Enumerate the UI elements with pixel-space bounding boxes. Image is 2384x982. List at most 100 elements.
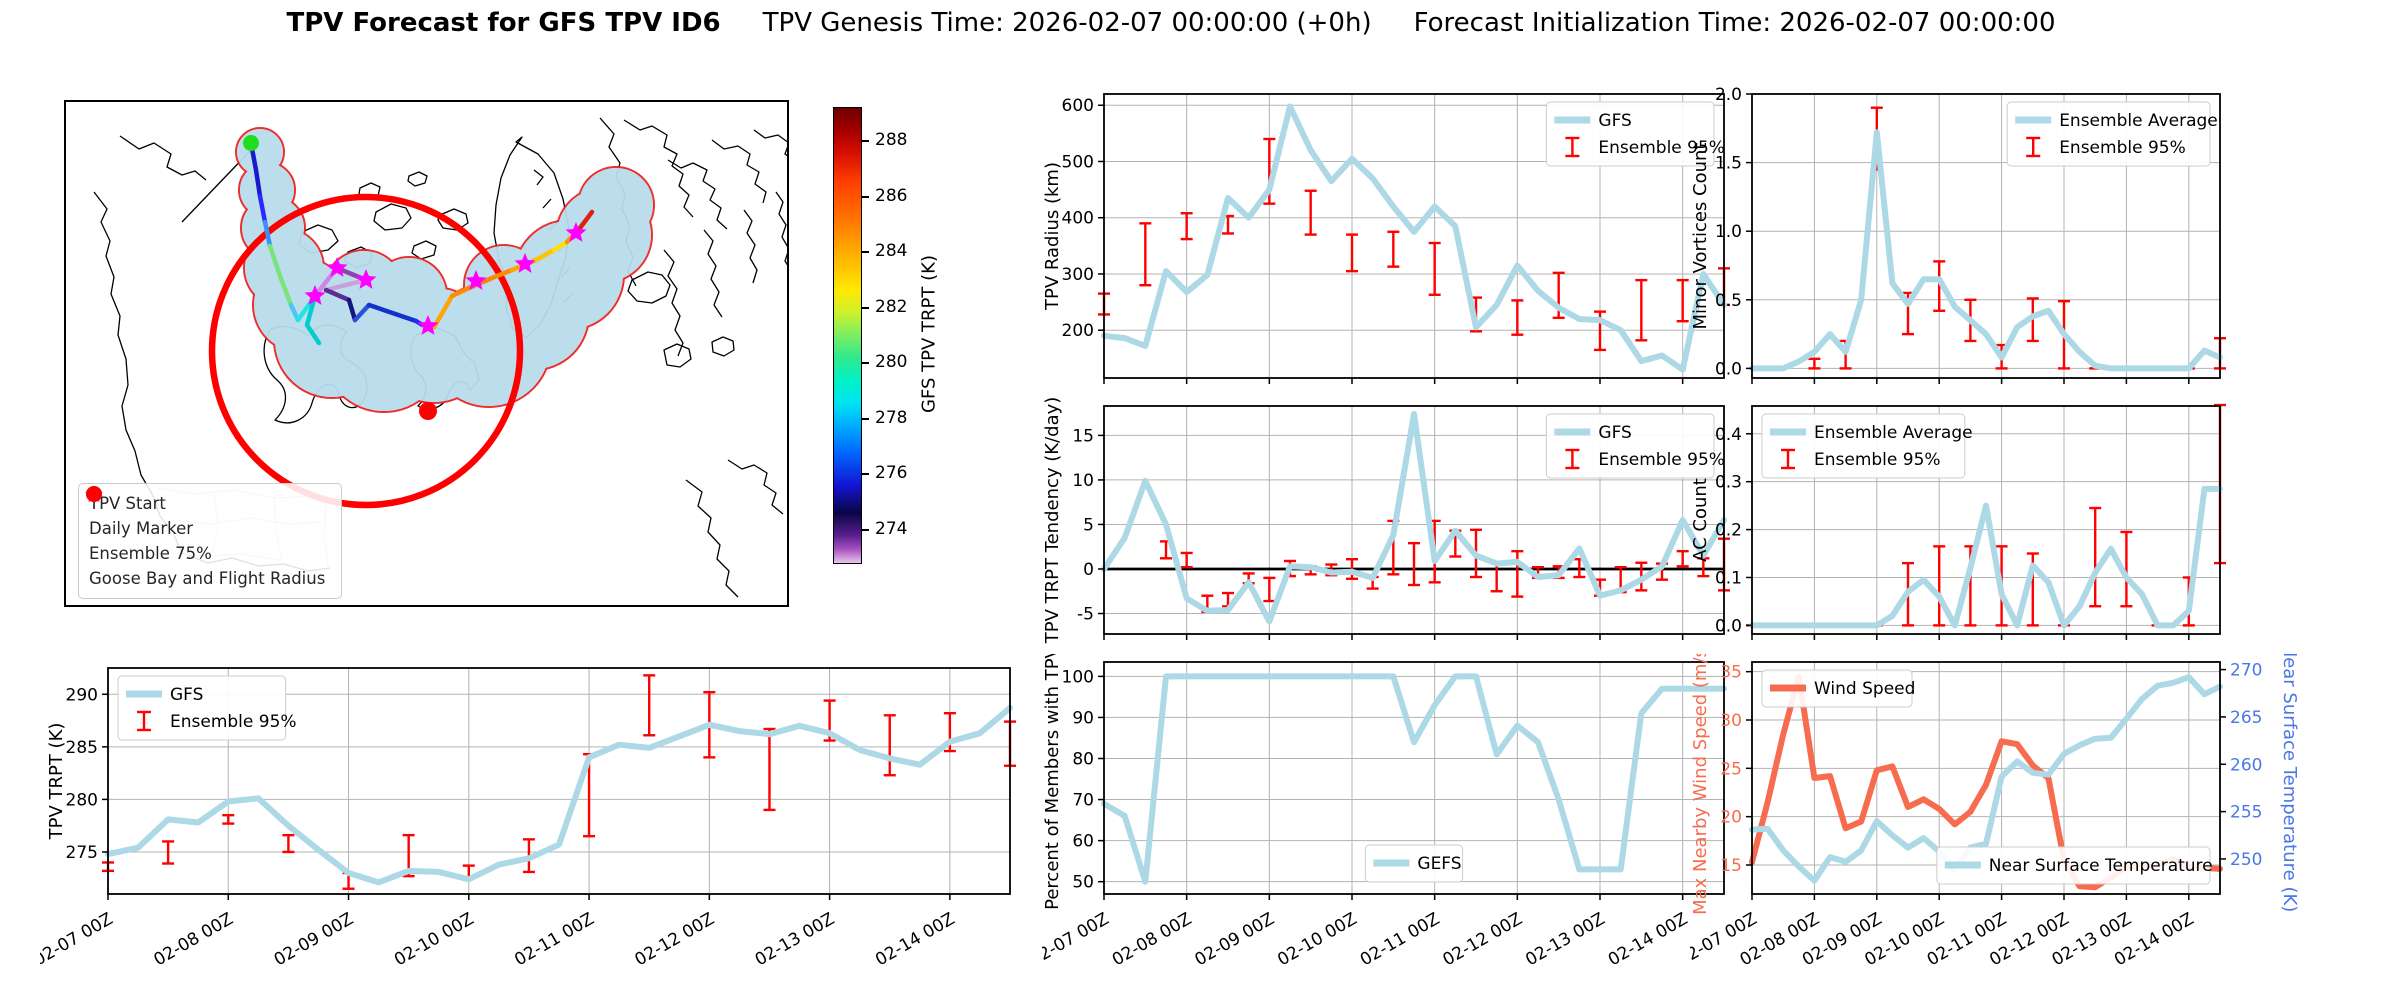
tpv-track-segment [352,302,372,323]
svg-text:02-07 00Z: 02-07 00Z [40,909,117,970]
svg-text:15: 15 [1072,426,1094,446]
svg-text:1.0: 1.0 [1715,222,1742,242]
svg-text:Ensemble 95%: Ensemble 95% [2059,138,2186,158]
svg-text:5: 5 [1083,515,1094,535]
map-legend: TPV Start Daily Marker Ensemble 75% Goos… [78,483,343,599]
svg-text:Ensemble 95%: Ensemble 95% [1598,450,1725,470]
svg-text:400: 400 [1062,209,1094,229]
goose-bay-icon [86,486,102,502]
svg-text:200: 200 [1062,321,1094,341]
svg-text:GEFS: GEFS [1417,854,1461,874]
svg-text:0.3: 0.3 [1715,473,1742,493]
title-init-time: Forecast Initialization Time: 2026-02-07… [1413,8,2056,38]
coastline [663,343,692,368]
svg-text:270: 270 [2230,661,2262,681]
legend-item-goose-bay: Goose Bay and Flight Radius [86,486,325,591]
flight-radius-circle [208,193,524,509]
svg-text:TPV TRPT Tendency (K/day): TPV TRPT Tendency (K/day) [1042,398,1063,644]
tpv-track-segment [431,293,455,330]
svg-text:90: 90 [1072,708,1094,728]
svg-text:02-12 00Z: 02-12 00Z [632,909,718,970]
svg-text:300: 300 [1062,265,1094,285]
svg-text:02-08 00Z: 02-08 00Z [1109,909,1195,970]
svg-text:02-08 00Z: 02-08 00Z [150,909,236,970]
tpv-track-segment [577,209,595,231]
coastline [407,171,428,187]
svg-text:02-12 00Z: 02-12 00Z [1440,909,1526,970]
svg-text:GFS: GFS [1598,423,1631,443]
coastline [437,208,469,231]
coastline [711,139,767,204]
svg-text:280: 280 [66,790,98,810]
svg-text:02-10 00Z: 02-10 00Z [391,909,477,970]
legend-item-daily-marker: Daily Marker [85,486,325,541]
svg-text:250: 250 [2230,850,2262,870]
svg-text:30: 30 [1720,711,1742,731]
svg-text:1.5: 1.5 [1715,154,1742,174]
svg-text:500: 500 [1062,152,1094,172]
svg-text:0.5: 0.5 [1715,291,1742,311]
daily-marker-star [355,269,377,289]
title-genesis-time: TPV Genesis Time: 2026-02-07 00:00:00 (+… [762,8,1372,38]
svg-text:Near Surface Temperature: Near Surface Temperature [1989,856,2213,876]
svg-text:0: 0 [1083,560,1094,580]
svg-text:0.2: 0.2 [1715,521,1742,541]
colorbar-tick [862,473,869,475]
colorbar-tick [862,307,869,309]
colorbar-label: GFS TPV TRPT (K) [918,255,940,413]
daily-marker-star [417,315,439,335]
svg-text:100: 100 [1062,667,1094,687]
svg-text:35: 35 [1720,663,1742,683]
coastline [667,159,728,230]
svg-text:Max Nearby Wind Speed (m/s): Max Nearby Wind Speed (m/s) [1690,654,1711,915]
tpv-track-segment [248,140,263,199]
tpv-track-segment [366,302,419,324]
tpv-track-segment [257,193,268,225]
svg-text:02-07 00Z: 02-07 00Z [1042,909,1113,970]
coastline [623,119,694,218]
colorbar-tick [862,251,869,253]
svg-text:600: 600 [1062,96,1094,116]
svg-text:285: 285 [66,738,98,758]
tpv-track-segment [533,247,557,263]
colorbar-tick-label: 288 [875,130,908,150]
goose-bay-dot [419,402,437,420]
svg-text:Ensemble Average: Ensemble Average [1814,423,1973,443]
svg-text:02-10 00Z: 02-10 00Z [1274,909,1360,970]
coastline [411,240,437,260]
svg-text:50: 50 [1072,873,1094,893]
svg-text:Near Surface Temperature (K): Near Surface Temperature (K) [2279,654,2300,912]
svg-text:Percent of Members with TPV: Percent of Members with TPV [1042,654,1063,910]
svg-text:10: 10 [1072,471,1094,491]
legend-item-tpv-start: TPV Start [87,487,325,516]
svg-text:AC Count: AC Count [1690,478,1711,562]
svg-text:0.0: 0.0 [1715,616,1742,636]
tpv-track-segment [288,302,301,323]
daily-marker-star [304,285,326,305]
chart-ac-count: 0.0 0.1 0.2 0.3 0.4 AC Count Ensemble Average E… [1690,403,2226,640]
svg-text:0.0: 0.0 [1715,359,1742,379]
figure-title: TPV Forecast for GFS TPV ID6 TPV Genesis … [0,8,2384,38]
svg-text:25: 25 [1720,759,1742,779]
tpv-track-segment [346,297,358,323]
daily-marker-star [465,270,487,290]
daily-marker-star [565,222,587,242]
svg-text:02-14 00Z: 02-14 00Z [872,909,958,970]
colorbar-tick-label: 274 [875,519,908,539]
svg-text:Ensemble 95%: Ensemble 95% [1598,138,1725,158]
coastline [703,229,723,318]
colorbar-tick [862,140,869,142]
svg-text:02-09 00Z: 02-09 00Z [271,909,357,970]
ensemble-75-region [235,127,655,413]
coastline [663,249,684,357]
svg-text:GFS: GFS [1598,111,1631,131]
daily-marker-star [326,257,348,277]
svg-text:Minor Vortices Count: Minor Vortices Count [1690,143,1711,330]
colorbar-tick-label: 284 [875,241,908,261]
colorbar-tick [862,196,869,198]
svg-text:255: 255 [2230,803,2262,823]
colorbar-tick [862,529,869,531]
